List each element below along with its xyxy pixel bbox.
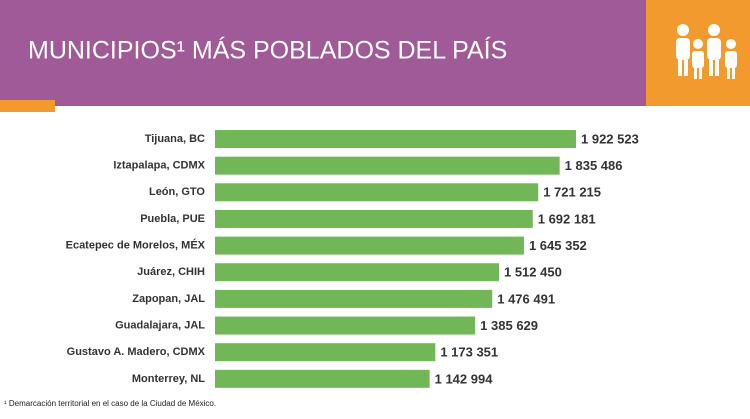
value-label: 1 692 181 [538,211,596,226]
category-label: León, GTO [149,186,205,198]
category-label: Guadalajara, JAL [115,319,205,331]
bar [215,209,533,228]
category-label: Iztapalapa, CDMX [113,160,205,172]
value-label: 1 645 352 [529,238,587,253]
bar [215,289,493,308]
category-label: Gustavo A. Madero, CDMX [67,346,206,358]
category-label: Ecatepec de Morelos, MÉX [66,239,206,252]
people-icon [676,24,737,79]
value-label: 1 142 994 [435,371,494,386]
chart-title: MUNICIPIOS¹ MÁS POBLADOS DEL PAÍS [28,36,507,65]
value-label: 1 385 629 [480,318,538,333]
footnote: ¹ Demarcación territorial en el caso de … [4,399,216,408]
bar [215,369,430,388]
value-label: 1 721 215 [543,185,601,200]
category-label: Monterrey, NL [132,373,205,385]
header-band [0,0,750,106]
accent-bar [0,100,55,112]
bar [215,183,539,202]
category-label: Tijuana, BC [145,133,205,145]
value-label: 1 512 450 [504,265,562,280]
category-label: Puebla, PUE [140,213,205,225]
value-label: 1 922 523 [581,131,639,146]
bar [215,156,560,175]
value-label: 1 835 486 [565,158,623,173]
bar [215,343,436,362]
bar [215,130,576,148]
value-label: 1 476 491 [497,291,555,306]
bar [215,263,499,282]
bar [215,316,476,335]
value-label: 1 173 351 [440,345,498,360]
category-label: Juárez, CHIH [137,266,205,278]
bar [215,236,524,255]
category-label: Zapopan, JAL [132,293,205,305]
